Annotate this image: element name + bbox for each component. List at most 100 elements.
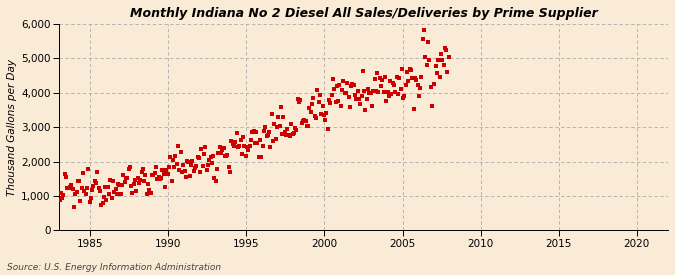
Point	[115, 192, 126, 197]
Point	[433, 58, 443, 62]
Point	[68, 205, 79, 209]
Point	[259, 129, 269, 134]
Point	[378, 90, 389, 94]
Point	[72, 178, 83, 183]
Point	[82, 186, 92, 191]
Point	[235, 138, 246, 142]
Point	[385, 79, 396, 83]
Point	[354, 97, 364, 101]
Point	[376, 84, 387, 89]
Point	[234, 144, 244, 148]
Point	[394, 76, 405, 80]
Point	[425, 85, 436, 89]
Point	[140, 172, 151, 177]
Point	[308, 96, 319, 100]
Point	[379, 75, 390, 79]
Point	[438, 63, 449, 67]
Point	[71, 190, 82, 194]
Point	[253, 155, 264, 159]
Point	[335, 104, 346, 109]
Point	[70, 192, 80, 196]
Point	[356, 94, 367, 98]
Point	[152, 176, 163, 181]
Point	[417, 37, 428, 41]
Point	[424, 58, 435, 62]
Point	[252, 141, 263, 145]
Point	[76, 186, 87, 190]
Point	[194, 156, 205, 160]
Point	[390, 89, 401, 94]
Point	[239, 144, 250, 148]
Point	[75, 199, 86, 204]
Point	[402, 70, 412, 75]
Point	[213, 151, 224, 155]
Point	[130, 177, 140, 182]
Point	[159, 185, 170, 190]
Point	[348, 83, 359, 87]
Point	[93, 186, 104, 191]
Point	[144, 188, 155, 192]
Point	[278, 115, 289, 119]
Point	[90, 181, 101, 186]
Point	[340, 90, 351, 95]
Point	[414, 86, 425, 90]
Point	[122, 176, 133, 180]
Point	[257, 144, 268, 148]
Point	[184, 174, 195, 178]
Point	[382, 90, 393, 94]
Point	[334, 82, 345, 87]
Point	[65, 184, 76, 189]
Point	[192, 155, 203, 159]
Point	[406, 68, 416, 72]
Point	[418, 28, 429, 32]
Point	[371, 89, 381, 93]
Point	[89, 179, 100, 184]
Point	[214, 144, 225, 149]
Point	[355, 102, 366, 107]
Point	[197, 164, 208, 169]
Point	[100, 185, 111, 189]
Point	[427, 104, 437, 108]
Point	[381, 99, 392, 103]
Point	[271, 125, 282, 130]
Point	[260, 125, 271, 129]
Point	[377, 78, 387, 82]
Point	[254, 138, 265, 142]
Point	[305, 109, 316, 114]
Point	[79, 188, 90, 193]
Point	[310, 116, 321, 120]
Point	[124, 165, 135, 169]
Point	[163, 165, 174, 169]
Point	[282, 126, 293, 131]
Point	[59, 172, 70, 176]
Point	[428, 16, 439, 20]
Point	[429, 81, 440, 86]
Point	[165, 155, 176, 159]
Point	[57, 196, 68, 200]
Point	[232, 131, 242, 135]
Point	[431, 71, 442, 75]
Point	[68, 186, 78, 191]
Point	[256, 155, 267, 160]
Point	[146, 173, 157, 177]
Point	[383, 94, 394, 98]
Point	[198, 152, 209, 156]
Point	[96, 203, 107, 207]
Point	[83, 167, 94, 171]
Point	[123, 167, 134, 172]
Point	[337, 88, 348, 92]
Point	[127, 191, 138, 195]
Point	[389, 82, 400, 87]
Point	[344, 105, 355, 109]
Point	[118, 173, 129, 178]
Point	[330, 100, 341, 104]
Point	[99, 195, 109, 200]
Point	[420, 55, 431, 59]
Point	[200, 145, 211, 149]
Point	[232, 145, 243, 149]
Point	[84, 200, 95, 204]
Point	[204, 158, 215, 163]
Point	[188, 168, 199, 173]
Point	[142, 181, 153, 186]
Point	[238, 135, 248, 139]
